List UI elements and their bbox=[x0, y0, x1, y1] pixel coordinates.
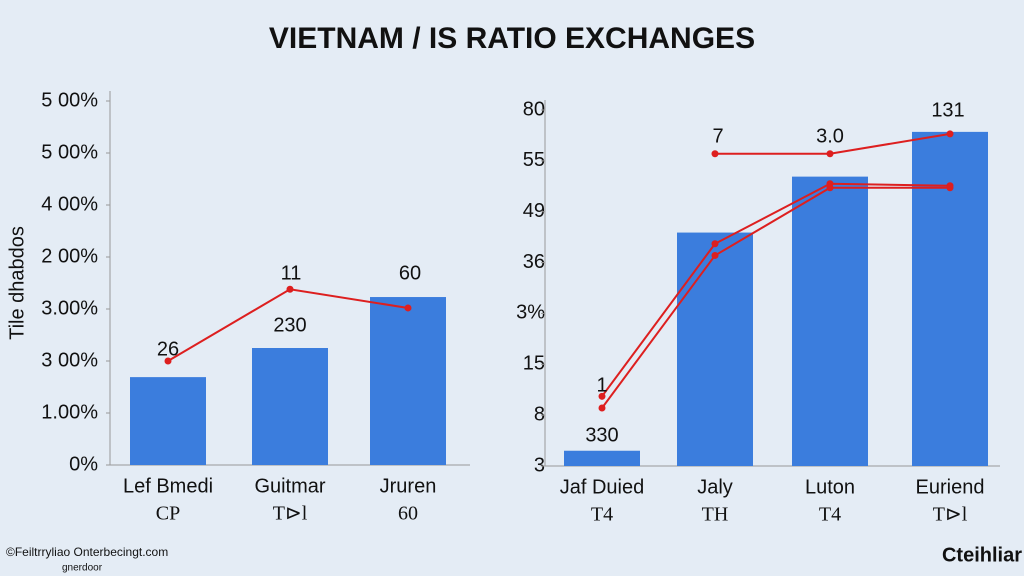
y-tick-label: 0% bbox=[69, 453, 98, 475]
bar bbox=[370, 297, 446, 465]
x-tick-label: Lef Bmedi bbox=[123, 475, 213, 497]
line-point bbox=[946, 130, 954, 138]
x-tick-sublabel: 60 bbox=[398, 503, 418, 525]
bar bbox=[792, 176, 868, 466]
footer-left: ©Feiltrryliao Onterbecingt.com bbox=[6, 545, 168, 559]
annotation: 26 bbox=[157, 338, 179, 360]
annotation: 131 bbox=[931, 99, 964, 121]
y-tick-label: 3 bbox=[534, 454, 545, 476]
annotation: 60 bbox=[399, 262, 421, 284]
bar bbox=[912, 131, 988, 466]
annotation: 1 bbox=[596, 374, 607, 396]
x-tick-sublabel: T4 bbox=[591, 504, 613, 526]
line-point bbox=[598, 404, 606, 412]
line-point bbox=[286, 285, 294, 293]
x-tick-label: Jruren bbox=[380, 475, 437, 497]
line-point bbox=[711, 251, 719, 259]
line-point bbox=[826, 150, 834, 158]
footer-logo: Cteihliar bbox=[942, 544, 1022, 566]
footer-left-sub: gnerdoor bbox=[62, 563, 103, 574]
annotation: 3.0 bbox=[816, 125, 844, 147]
line-point bbox=[711, 240, 719, 248]
bar bbox=[252, 348, 328, 465]
line-point bbox=[598, 392, 606, 400]
y-tick-label: 5 00% bbox=[41, 89, 98, 111]
y-tick-label: 80 bbox=[523, 98, 545, 120]
y-tick-label: 1.00% bbox=[41, 401, 98, 423]
line bbox=[601, 186, 950, 409]
y-tick-label: 2 00% bbox=[41, 245, 98, 267]
x-tick-sublabel: TH bbox=[702, 504, 729, 526]
x-tick-label: Euriend bbox=[916, 476, 985, 498]
x-tick-label: Jaf Duied bbox=[560, 476, 645, 498]
y-tick-label: 55 bbox=[523, 149, 545, 171]
y-tick-label: 8 bbox=[534, 403, 545, 425]
line-point bbox=[164, 357, 172, 365]
x-tick-sublabel: T4 bbox=[819, 504, 841, 526]
line-point bbox=[826, 184, 834, 192]
y-tick-label: 49 bbox=[523, 200, 545, 222]
x-tick-label: Jaly bbox=[697, 476, 733, 498]
y-tick-label: 3.00% bbox=[41, 297, 98, 319]
bar bbox=[564, 450, 640, 466]
y-tick-label: 36 bbox=[523, 251, 545, 273]
line-point bbox=[711, 150, 719, 158]
title: VIETNAM / IS RATIO EXCHANGES bbox=[269, 22, 755, 55]
y-tick-label: 4 00% bbox=[41, 193, 98, 215]
annotation: 11 bbox=[281, 262, 302, 284]
x-tick-label: Luton bbox=[805, 476, 855, 498]
x-tick-sublabel: T⊳l bbox=[273, 503, 308, 525]
line bbox=[601, 182, 951, 397]
x-tick-sublabel: CP bbox=[156, 503, 180, 525]
line-point bbox=[946, 184, 954, 192]
y-tick-label: 15 bbox=[523, 353, 545, 375]
y-axis-label: Tile dhabdos bbox=[6, 226, 28, 340]
x-tick-sublabel: T⊳l bbox=[933, 504, 968, 526]
y-tick-label: 5 00% bbox=[41, 141, 98, 163]
x-tick-label: Guitmar bbox=[254, 475, 325, 497]
bar bbox=[677, 232, 753, 466]
bar bbox=[130, 377, 206, 465]
line-point bbox=[404, 304, 412, 312]
annotation: 230 bbox=[273, 314, 306, 336]
y-tick-label: 3 00% bbox=[41, 349, 98, 371]
y-tick-label: 3% bbox=[516, 302, 545, 324]
annotation: 7 bbox=[712, 125, 723, 147]
annotation: 330 bbox=[585, 424, 618, 446]
